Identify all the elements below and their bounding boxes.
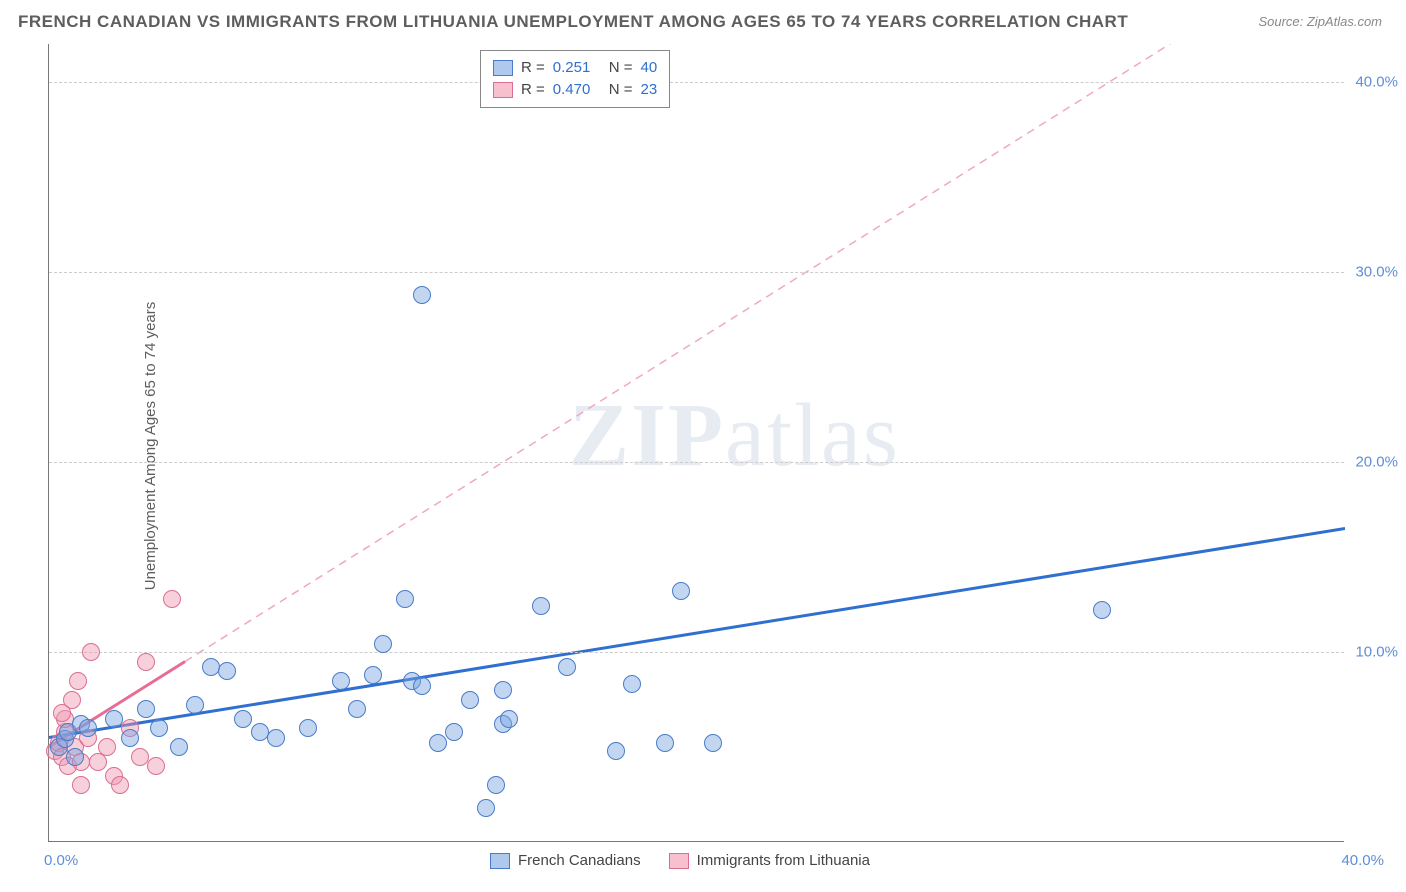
data-point	[332, 672, 350, 690]
legend-item: Immigrants from Lithuania	[669, 852, 870, 869]
data-point	[98, 738, 116, 756]
gridline	[49, 652, 1344, 653]
legend-label: French Canadians	[518, 852, 641, 869]
data-point	[72, 776, 90, 794]
x-tick-max: 40.0%	[1341, 852, 1384, 869]
legend-swatch	[493, 60, 513, 76]
data-point	[147, 757, 165, 775]
data-point	[348, 700, 366, 718]
data-point	[79, 719, 97, 737]
data-point	[267, 729, 285, 747]
data-point	[131, 748, 149, 766]
n-value: 40	[641, 57, 658, 79]
legend-swatch	[493, 82, 513, 98]
data-point	[137, 700, 155, 718]
legend-swatch	[490, 853, 510, 869]
y-tick-label: 10.0%	[1355, 644, 1398, 661]
data-point	[53, 704, 71, 722]
data-point	[429, 734, 447, 752]
data-point	[186, 696, 204, 714]
data-point	[121, 729, 139, 747]
data-point	[82, 643, 100, 661]
data-point	[487, 776, 505, 794]
data-point	[445, 723, 463, 741]
r-value: 0.470	[553, 79, 601, 101]
data-point	[105, 710, 123, 728]
y-tick-label: 20.0%	[1355, 454, 1398, 471]
gridline	[49, 462, 1344, 463]
data-point	[163, 590, 181, 608]
data-point	[364, 666, 382, 684]
legend-swatch	[669, 853, 689, 869]
legend-row: R = 0.470 N = 23	[493, 79, 657, 101]
data-point	[218, 662, 236, 680]
n-value: 23	[641, 79, 658, 101]
data-point	[170, 738, 188, 756]
data-point	[234, 710, 252, 728]
y-tick-label: 30.0%	[1355, 264, 1398, 281]
legend-correlation: R = 0.251 N = 40 R = 0.470 N = 23	[480, 50, 670, 108]
chart-title: FRENCH CANADIAN VS IMMIGRANTS FROM LITHU…	[18, 12, 1128, 32]
data-point	[396, 590, 414, 608]
source-label: Source: ZipAtlas.com	[1258, 14, 1382, 29]
data-point	[137, 653, 155, 671]
gridline	[49, 272, 1344, 273]
data-point	[672, 582, 690, 600]
data-point	[66, 748, 84, 766]
data-point	[704, 734, 722, 752]
gridline	[49, 82, 1344, 83]
data-point	[558, 658, 576, 676]
data-point	[656, 734, 674, 752]
data-point	[413, 677, 431, 695]
data-point	[299, 719, 317, 737]
r-label: R =	[521, 57, 545, 79]
data-point	[500, 710, 518, 728]
data-point	[1093, 601, 1111, 619]
n-label: N =	[609, 57, 633, 79]
data-point	[532, 597, 550, 615]
data-point	[202, 658, 220, 676]
legend-item: French Canadians	[490, 852, 641, 869]
legend-row: R = 0.251 N = 40	[493, 57, 657, 79]
r-value: 0.251	[553, 57, 601, 79]
plot-area: ZIPatlas	[48, 44, 1344, 842]
data-point	[413, 286, 431, 304]
legend-series: French Canadians Immigrants from Lithuani…	[490, 852, 870, 869]
y-tick-label: 40.0%	[1355, 74, 1398, 91]
data-point	[607, 742, 625, 760]
data-point	[89, 753, 107, 771]
data-point	[111, 776, 129, 794]
data-point	[461, 691, 479, 709]
data-point	[494, 681, 512, 699]
legend-label: Immigrants from Lithuania	[697, 852, 870, 869]
data-point	[623, 675, 641, 693]
data-point	[150, 719, 168, 737]
data-point	[374, 635, 392, 653]
n-label: N =	[609, 79, 633, 101]
data-point	[477, 799, 495, 817]
r-label: R =	[521, 79, 545, 101]
x-tick-min: 0.0%	[44, 852, 78, 869]
data-point	[69, 672, 87, 690]
